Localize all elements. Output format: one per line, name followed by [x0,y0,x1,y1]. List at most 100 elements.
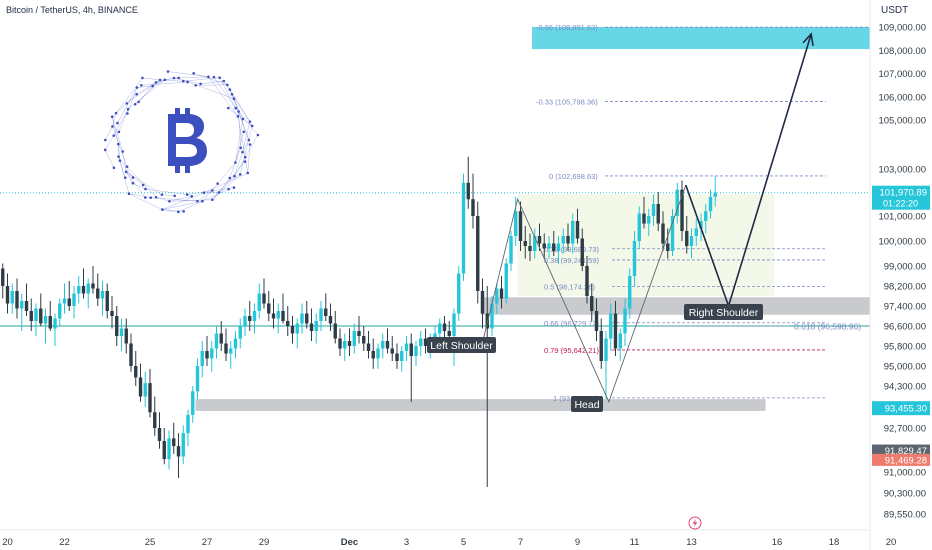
bitcoin-network-logo-icon [103,70,260,214]
candle-body [651,204,656,216]
logo-network-line [235,119,244,163]
logo-network-node [112,134,116,137]
logo-network-node [242,130,246,134]
logo-network-node [185,193,189,196]
price-tick-label: 96,600.00 [884,322,926,333]
price-axis[interactable]: USDT 109,000.00 108,000.00 107,000.00 106,0… [869,0,932,550]
logo-network-line [112,113,117,127]
price-tick-label: 108,000.00 [878,46,926,57]
logo-network-node [176,210,180,214]
logo-network-node [186,80,189,84]
logo-network-line [112,116,123,152]
logo-network-node [131,176,135,179]
logo-network-line [162,209,184,212]
logo-network-node [112,166,116,170]
candle-body [210,348,214,359]
candle-body [138,377,143,397]
target-zone [532,27,870,50]
logo-network-node [125,165,129,168]
candle-body [457,273,461,314]
candle-body [86,283,90,294]
time-axis[interactable]: 20 22 25 27 29 Dec 3 5 7 9 11 13 16 18 20 [0,529,896,548]
logo-network-node [168,199,171,203]
candle-body [480,291,485,314]
candle-body [186,414,190,434]
target-arrowhead [802,32,814,46]
dark-price-tag-text: 91,829.47 [885,446,927,457]
candle-body [442,323,447,331]
time-tick-label: 5 [461,537,466,548]
candle-body [632,241,637,276]
candle-body [537,236,542,244]
logo-network-node [241,150,244,154]
current-price-tag-text: 101,970.89 [879,188,927,199]
shaded-region-layer [517,194,775,296]
candle-body [257,293,261,311]
dark-price-tag-bg [872,444,930,457]
price-tick-label: 107,000.00 [878,69,926,80]
candle-body [423,338,428,346]
logo-network-node [111,125,114,128]
logo-network-line [132,183,146,190]
candle-body [77,286,81,294]
candle-body [300,313,304,324]
logo-network-node [110,115,114,119]
price-tick-label: 106,000.00 [878,92,926,103]
logo-network-line [218,177,230,193]
lightning-icon[interactable] [688,516,702,530]
candle-body [647,216,651,224]
candle-body [119,328,124,336]
logo-network-node [232,97,236,100]
right-shoulder-label: Right Shoulder [684,304,763,320]
logo-network-node [140,84,143,87]
time-tick-label: 20 [2,537,13,548]
candle-body [248,316,252,321]
logo-network-node [201,199,204,203]
candle-body [333,323,337,339]
logo-network-line [141,81,188,86]
candle-body [62,298,67,304]
candle-body [528,246,532,251]
logo-network-line [169,196,192,202]
logo-network-line [162,201,203,210]
fib-label: 0.5 (98,174.26) [544,283,595,292]
candle-body [366,343,371,351]
logo-network-node [239,146,243,150]
fib-label: 0.66 (96,729.72) [544,319,600,328]
candle-body [580,238,584,266]
logo-network-node [233,174,236,178]
logo-network-node [163,78,167,82]
logo-network-node [104,138,107,142]
logo-network-node [196,199,199,203]
price-tick-label: 98,200.00 [884,282,926,293]
candle-body [419,338,423,346]
candle-body [172,438,176,447]
time-tick-layer: 20 22 25 27 29 Dec 3 5 7 9 11 13 16 18 20 [2,537,896,548]
candle-body [191,391,195,415]
logo-network-node [143,196,147,199]
candle-body [362,336,366,344]
logo-network-line [223,80,253,127]
logo-network-node [125,102,129,105]
price-tick-label: 89,550.00 [884,510,926,521]
fib-label: -0.33 (105,798.36) [536,97,598,106]
logo-network-node [218,76,221,79]
candle-body [666,243,670,251]
logo-network-node [137,100,140,104]
candle-body [590,296,594,311]
logo-network-node [211,198,214,202]
left-shoulder-text: Left Shoulder [430,340,493,352]
logo-network-node [161,208,164,211]
price-tick-label: 91,000.00 [884,468,926,479]
candle-body [371,351,375,359]
candle-body [162,440,166,460]
fib-label: -0.66 (108,991.63) [536,23,598,32]
candle-body [685,231,689,246]
candle-body [381,341,385,349]
right-shoulder-label-bg [684,304,763,320]
logo-network-line [112,116,119,145]
candle-body [452,313,456,336]
